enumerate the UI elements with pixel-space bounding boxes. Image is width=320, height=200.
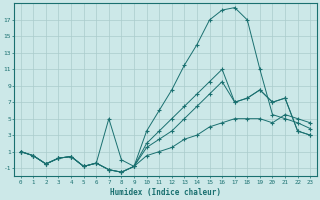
X-axis label: Humidex (Indice chaleur): Humidex (Indice chaleur) bbox=[110, 188, 221, 197]
